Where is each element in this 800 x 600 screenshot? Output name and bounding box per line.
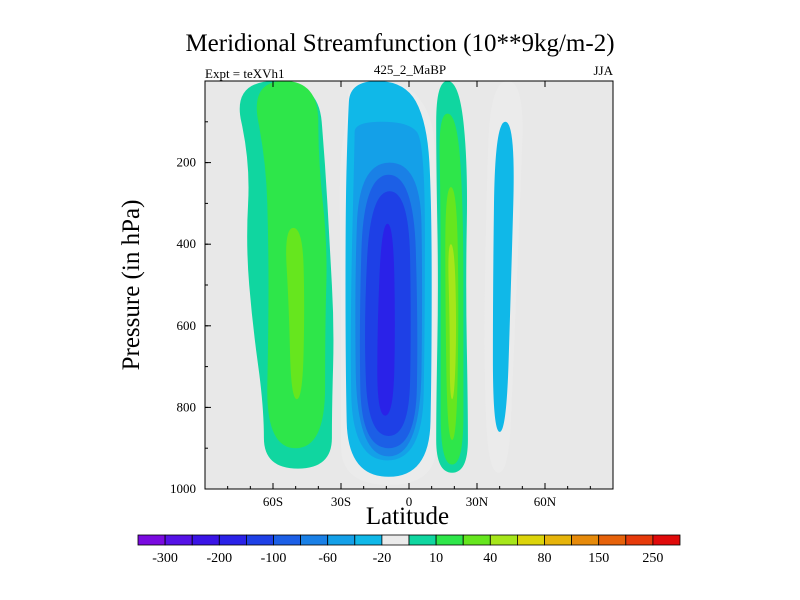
colorbar-swatch [435,534,464,546]
contour-regions [239,81,523,485]
colorbar-swatch [462,534,491,546]
colorbar-swatch [218,534,247,546]
contour-southern-cell-core [286,227,305,400]
x-tick-label: 0 [406,494,413,509]
colorbar-label: 250 [642,551,663,566]
season-label: JJA [593,63,613,78]
colorbar-label: -100 [261,551,287,566]
contour-northern-negative-inner [492,121,514,432]
y-tick-label: 200 [177,155,197,170]
colorbar-swatch [381,534,410,546]
colorbar-label: 10 [429,551,443,566]
colorbar-swatch [327,534,356,546]
colorbar-label: 80 [538,551,552,566]
experiment-label: Expt = teXVh1 [205,66,285,81]
colorbar-swatch [571,534,600,546]
colorbar-label: 40 [483,551,497,566]
colorbar-label: -60 [318,551,337,566]
colorbar-swatch [598,534,627,546]
colorbar-swatch [408,534,437,546]
colorbar-label: -300 [152,551,178,566]
x-axis-label: Latitude [365,503,450,530]
period-label: 425_2_MaBP [373,62,447,77]
y-tick-label: 400 [177,236,197,251]
axis-ticks: 60S 30S 0 30N 60N 200 400 600 800 1000 [170,81,614,509]
colorbar-label: 150 [588,551,609,566]
colorbar-swatch [625,534,654,546]
colorbar-swatch [354,534,383,546]
colorbar-swatch [164,534,193,546]
colorbar-swatch [137,534,166,546]
contour-tropical-cell-core [377,223,395,416]
colorbar-swatch [245,534,274,546]
x-tick-label: 30N [466,494,489,509]
colorbar-swatch [544,534,573,546]
colorbar-label: -20 [373,551,392,566]
colorbar-swatch [300,534,329,546]
contour-northern-cell-core [448,244,457,400]
y-tick-label: 800 [177,399,197,414]
colorbar: -300 -200 -100 -60 -20 10 40 80 150 250 [137,534,681,566]
x-tick-label: 30S [331,494,351,509]
x-tick-label: 60S [263,494,283,509]
y-tick-label: 1000 [170,481,196,496]
colorbar-swatch [652,534,681,546]
chart-title: Meridional Streamfunction (10**9kg/m-2) [185,30,615,57]
x-tick-label: 60N [534,494,557,509]
colorbar-swatch [517,534,545,546]
colorbar-label: -200 [206,551,232,566]
colorbar-swatch [489,534,518,546]
y-tick-label: 600 [177,318,197,333]
colorbar-swatch [273,534,302,546]
colorbar-swatch [191,534,220,546]
